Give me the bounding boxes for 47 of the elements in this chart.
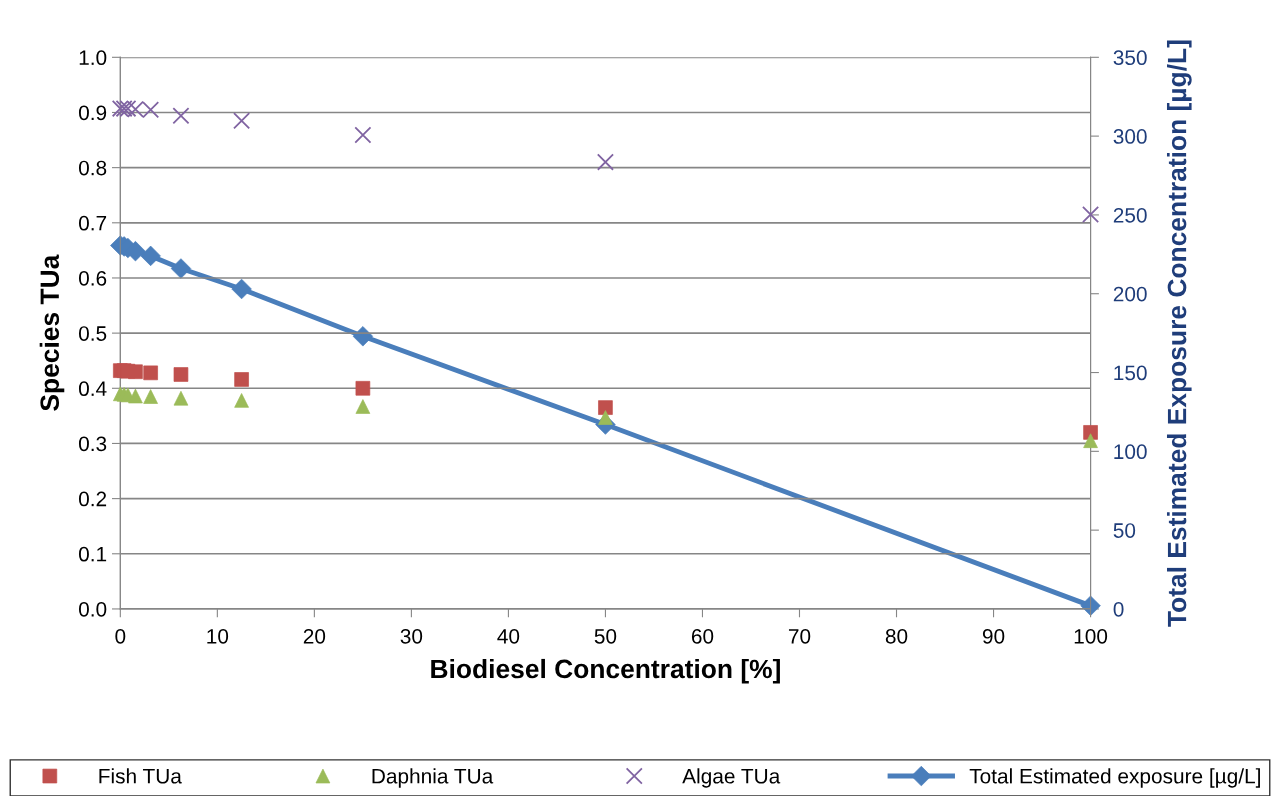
x-tick-label: 80 xyxy=(885,628,908,644)
point xyxy=(233,112,251,130)
legend-label: Daphnia TUa xyxy=(372,768,494,788)
y2-tick-label: 350 xyxy=(1113,50,1147,66)
x-tick-label: 60 xyxy=(691,628,714,644)
point xyxy=(140,245,161,267)
legend-label: Total Estimated exposure [µg/L] xyxy=(969,768,1260,788)
y2-tick-label: 300 xyxy=(1113,129,1147,144)
point xyxy=(1082,205,1100,224)
point xyxy=(172,107,190,125)
point xyxy=(119,100,137,118)
legend-label: Fish TUa xyxy=(99,768,182,784)
y2-tick-label: 150 xyxy=(1114,365,1147,381)
x-tick-label: 90 xyxy=(982,628,1005,644)
y-tick-label: 0.4 xyxy=(78,381,107,397)
y-tick-label: 0.2 xyxy=(78,491,107,507)
y2-tick-label: 250 xyxy=(1113,207,1147,223)
x-tick-label: 30 xyxy=(400,628,423,644)
y-tick-label: 0.1 xyxy=(78,546,107,562)
point xyxy=(355,380,371,396)
y2-tick-label: 100 xyxy=(1114,444,1147,460)
y-tick-label: 0.7 xyxy=(78,215,107,231)
x-tick-label: 10 xyxy=(207,628,229,644)
y-tick-label: 0.5 xyxy=(78,326,107,341)
y-tick-label: 0.6 xyxy=(78,270,107,286)
x-axis-title: Biodiesel Concentration [%] xyxy=(431,658,780,684)
x-tick-label: 40 xyxy=(497,628,520,644)
y2-tick-label: 50 xyxy=(1113,523,1136,538)
legend-label: Algae TUa xyxy=(682,768,781,788)
point xyxy=(596,153,614,171)
y-tick-label: 0.9 xyxy=(78,105,107,121)
y-tick-label: 0.0 xyxy=(78,601,107,617)
y-tick-label: 0.3 xyxy=(78,436,107,452)
point xyxy=(115,100,133,118)
y2-tick-label: 200 xyxy=(1113,286,1147,302)
point xyxy=(354,126,372,144)
x-tick-label: 0 xyxy=(115,628,126,644)
x-tick-label: 50 xyxy=(594,628,617,644)
y2-axis-title: Total Estimated Exposure Concentration [µg/L] xyxy=(1166,40,1192,627)
x-tick-label: 100 xyxy=(1074,628,1108,644)
y-axis-title: Species TUa xyxy=(39,254,65,411)
point xyxy=(231,278,252,300)
y2-tick-label: 0 xyxy=(1113,601,1124,617)
x-tick-label: 70 xyxy=(788,628,811,644)
y-tick-label: 1.0 xyxy=(79,50,107,66)
x-tick-label: 20 xyxy=(303,628,326,644)
y-tick-label: 0.8 xyxy=(78,160,107,176)
